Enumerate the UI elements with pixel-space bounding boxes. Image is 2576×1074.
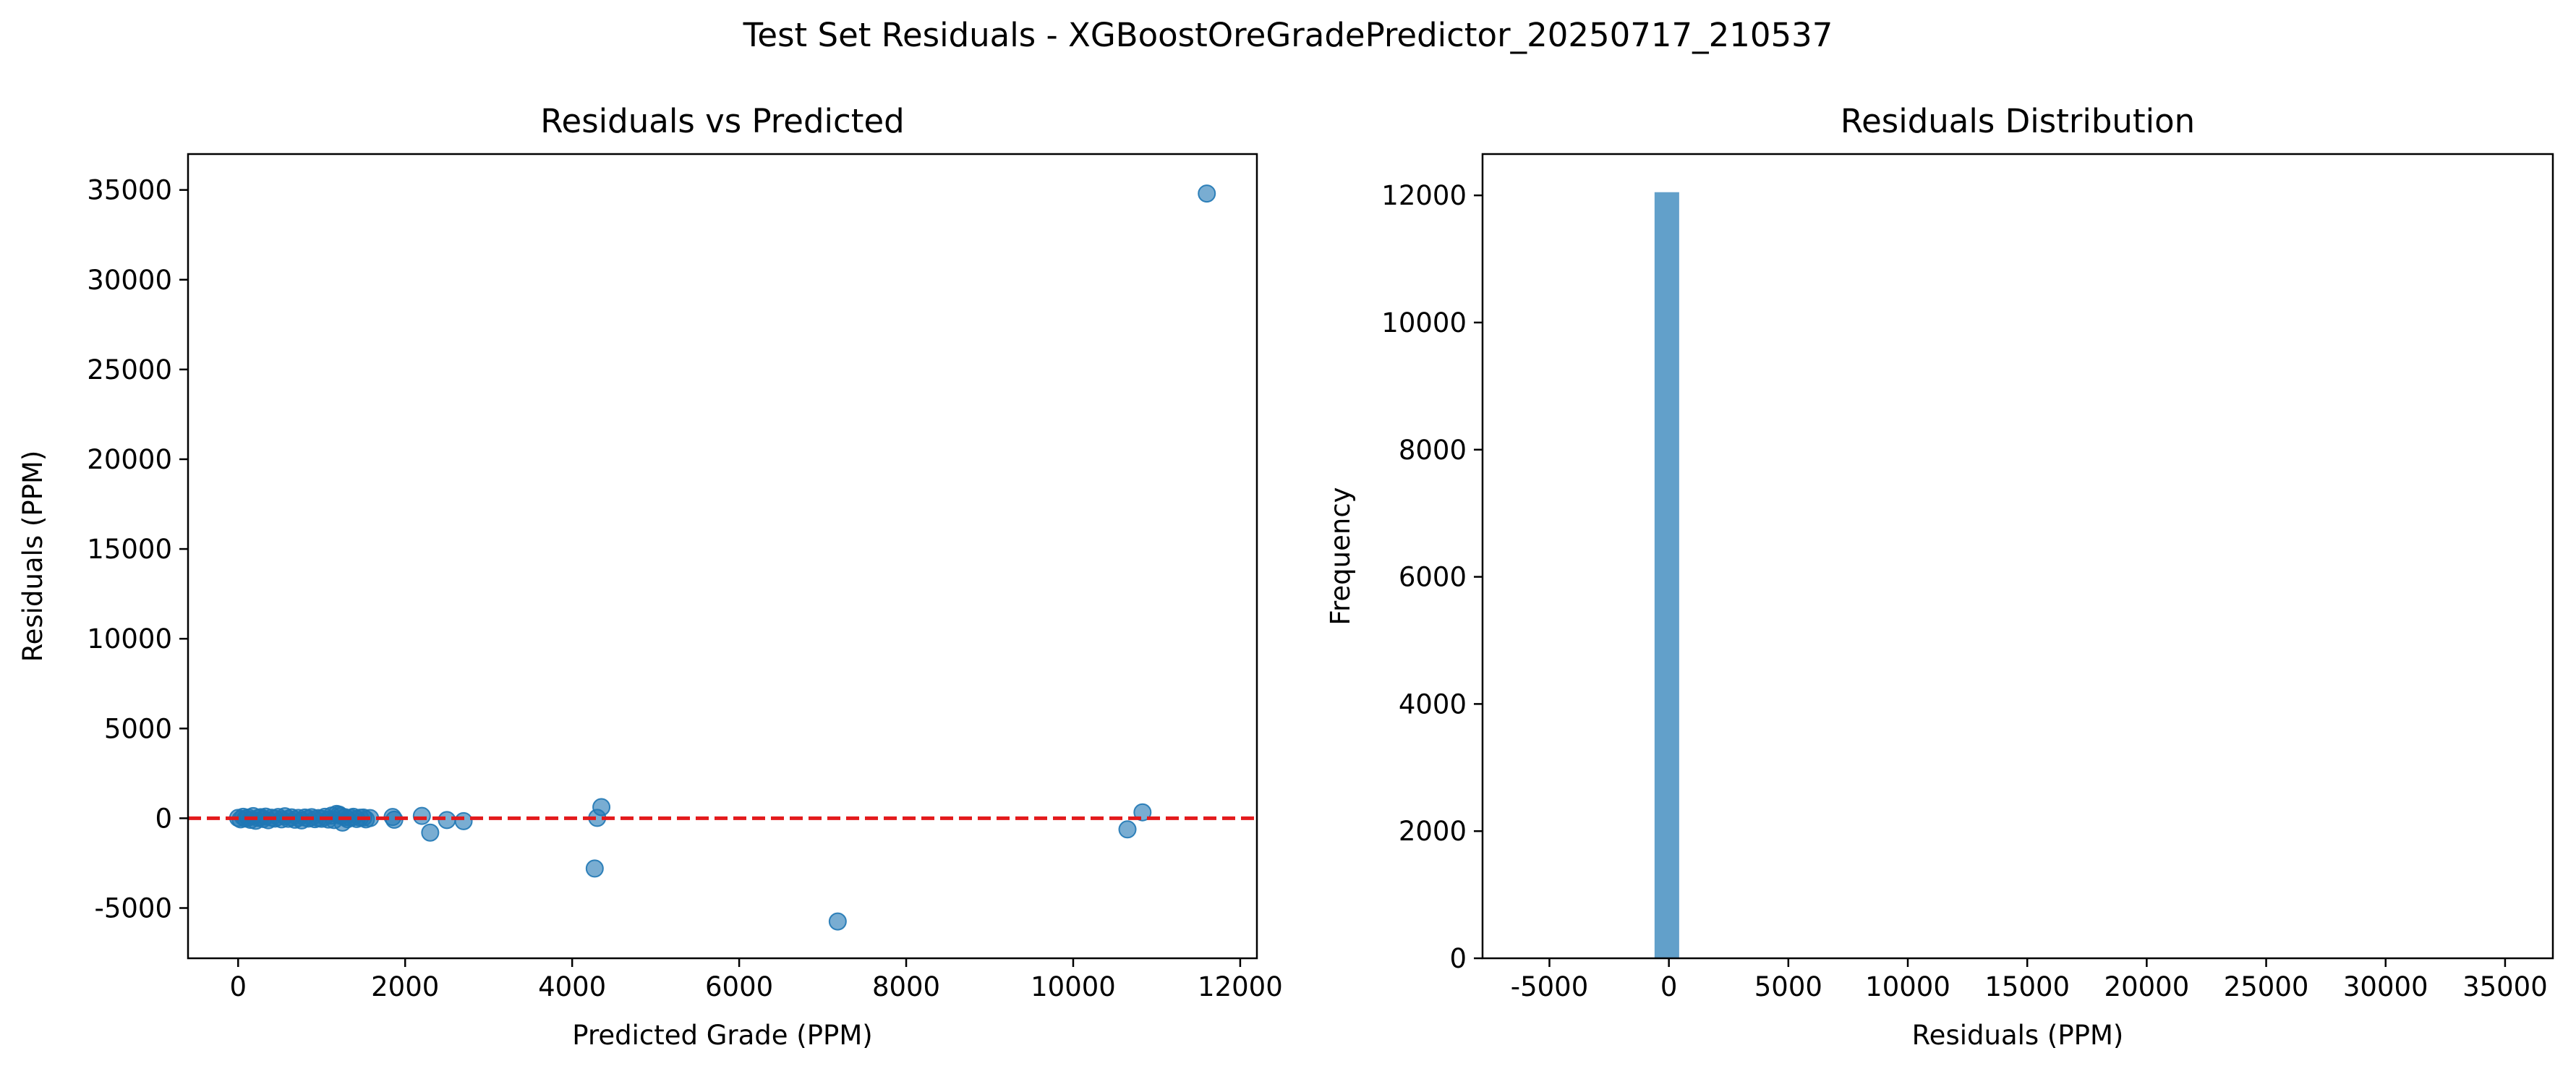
plot-area <box>188 184 1257 931</box>
y-axis-label: Frequency <box>1325 487 1356 625</box>
y-tick-label: 4000 <box>1399 689 1467 720</box>
axes-frame <box>1481 153 2554 960</box>
y-tick-label: 0 <box>1449 943 1467 974</box>
y-axis-ticks: 0 2000 4000 6000 8000 10000 12000 <box>1381 180 1483 974</box>
y-tick-label: 2000 <box>1399 816 1467 847</box>
x-axis-label: Residuals (PPM) <box>1912 1020 2124 1051</box>
x-tick-label: 10000 <box>1865 971 1950 1002</box>
scatter-point <box>421 823 440 842</box>
y-tick-label: 0 <box>155 803 172 834</box>
x-tick-label: 8000 <box>872 971 940 1002</box>
y-axis-label: Residuals (PPM) <box>17 451 48 662</box>
x-tick-label: 12000 <box>1198 971 1283 1002</box>
x-tick-label: -5000 <box>1511 971 1589 1002</box>
x-tick-label: 5000 <box>1754 971 1822 1002</box>
x-tick-label: 10000 <box>1031 971 1116 1002</box>
scatter-point <box>592 798 611 817</box>
x-tick-label: 4000 <box>538 971 606 1002</box>
x-tick-label: 0 <box>1660 971 1678 1002</box>
y-tick-label: 25000 <box>87 354 172 385</box>
y-tick-label: 6000 <box>1399 562 1467 593</box>
plot-area <box>1531 192 2501 959</box>
y-tick-label: -5000 <box>94 893 172 924</box>
scatter-point <box>1118 820 1137 839</box>
x-tick-label: 30000 <box>2343 971 2428 1002</box>
x-tick-label: 20000 <box>2104 971 2190 1002</box>
scatter-point <box>454 811 473 830</box>
x-tick-label: 35000 <box>2462 971 2548 1002</box>
chart-title: Residuals vs Predicted <box>540 102 904 140</box>
y-tick-label: 8000 <box>1399 435 1467 466</box>
x-tick-label: 25000 <box>2224 971 2309 1002</box>
x-axis-ticks: -5000 0 5000 10000 15000 20000 25000 30000 35000 <box>1511 958 2548 1002</box>
axes-frame <box>187 153 1258 960</box>
y-tick-label: 10000 <box>1381 307 1467 338</box>
y-tick-label: 10000 <box>87 623 172 655</box>
scatter-point <box>1198 184 1216 203</box>
x-tick-label: 2000 <box>371 971 439 1002</box>
y-tick-label: 12000 <box>1381 180 1467 211</box>
figure-title: Test Set Residuals - XGBoostOreGradePred… <box>743 16 1833 54</box>
y-axis-ticks: -5000 0 5000 10000 15000 20000 25000 30000 35000 <box>87 175 188 924</box>
x-tick-label: 15000 <box>1984 971 2070 1002</box>
residuals-distribution-chart: Residuals Distribution -5000 0 5000 10000 15… <box>1325 102 2554 1051</box>
x-tick-label: 6000 <box>705 971 773 1002</box>
chart-title: Residuals Distribution <box>1841 102 2195 140</box>
x-tick-label: 0 <box>230 971 247 1002</box>
y-tick-label: 15000 <box>87 534 172 565</box>
residuals-vs-predicted-chart: Residuals vs Predicted 0 2000 4000 6000 8000… <box>17 102 1283 1051</box>
histogram-bar <box>1654 192 1679 959</box>
scatter-point <box>585 859 604 878</box>
x-axis-ticks: 0 2000 4000 6000 8000 10000 12000 <box>230 958 1283 1002</box>
x-axis-label: Predicted Grade (PPM) <box>572 1020 872 1051</box>
scatter-point <box>412 806 431 825</box>
y-tick-label: 30000 <box>87 265 172 296</box>
y-tick-label: 20000 <box>87 444 172 475</box>
scatter-point <box>828 912 847 931</box>
y-tick-label: 5000 <box>104 713 172 744</box>
y-tick-label: 35000 <box>87 175 172 206</box>
